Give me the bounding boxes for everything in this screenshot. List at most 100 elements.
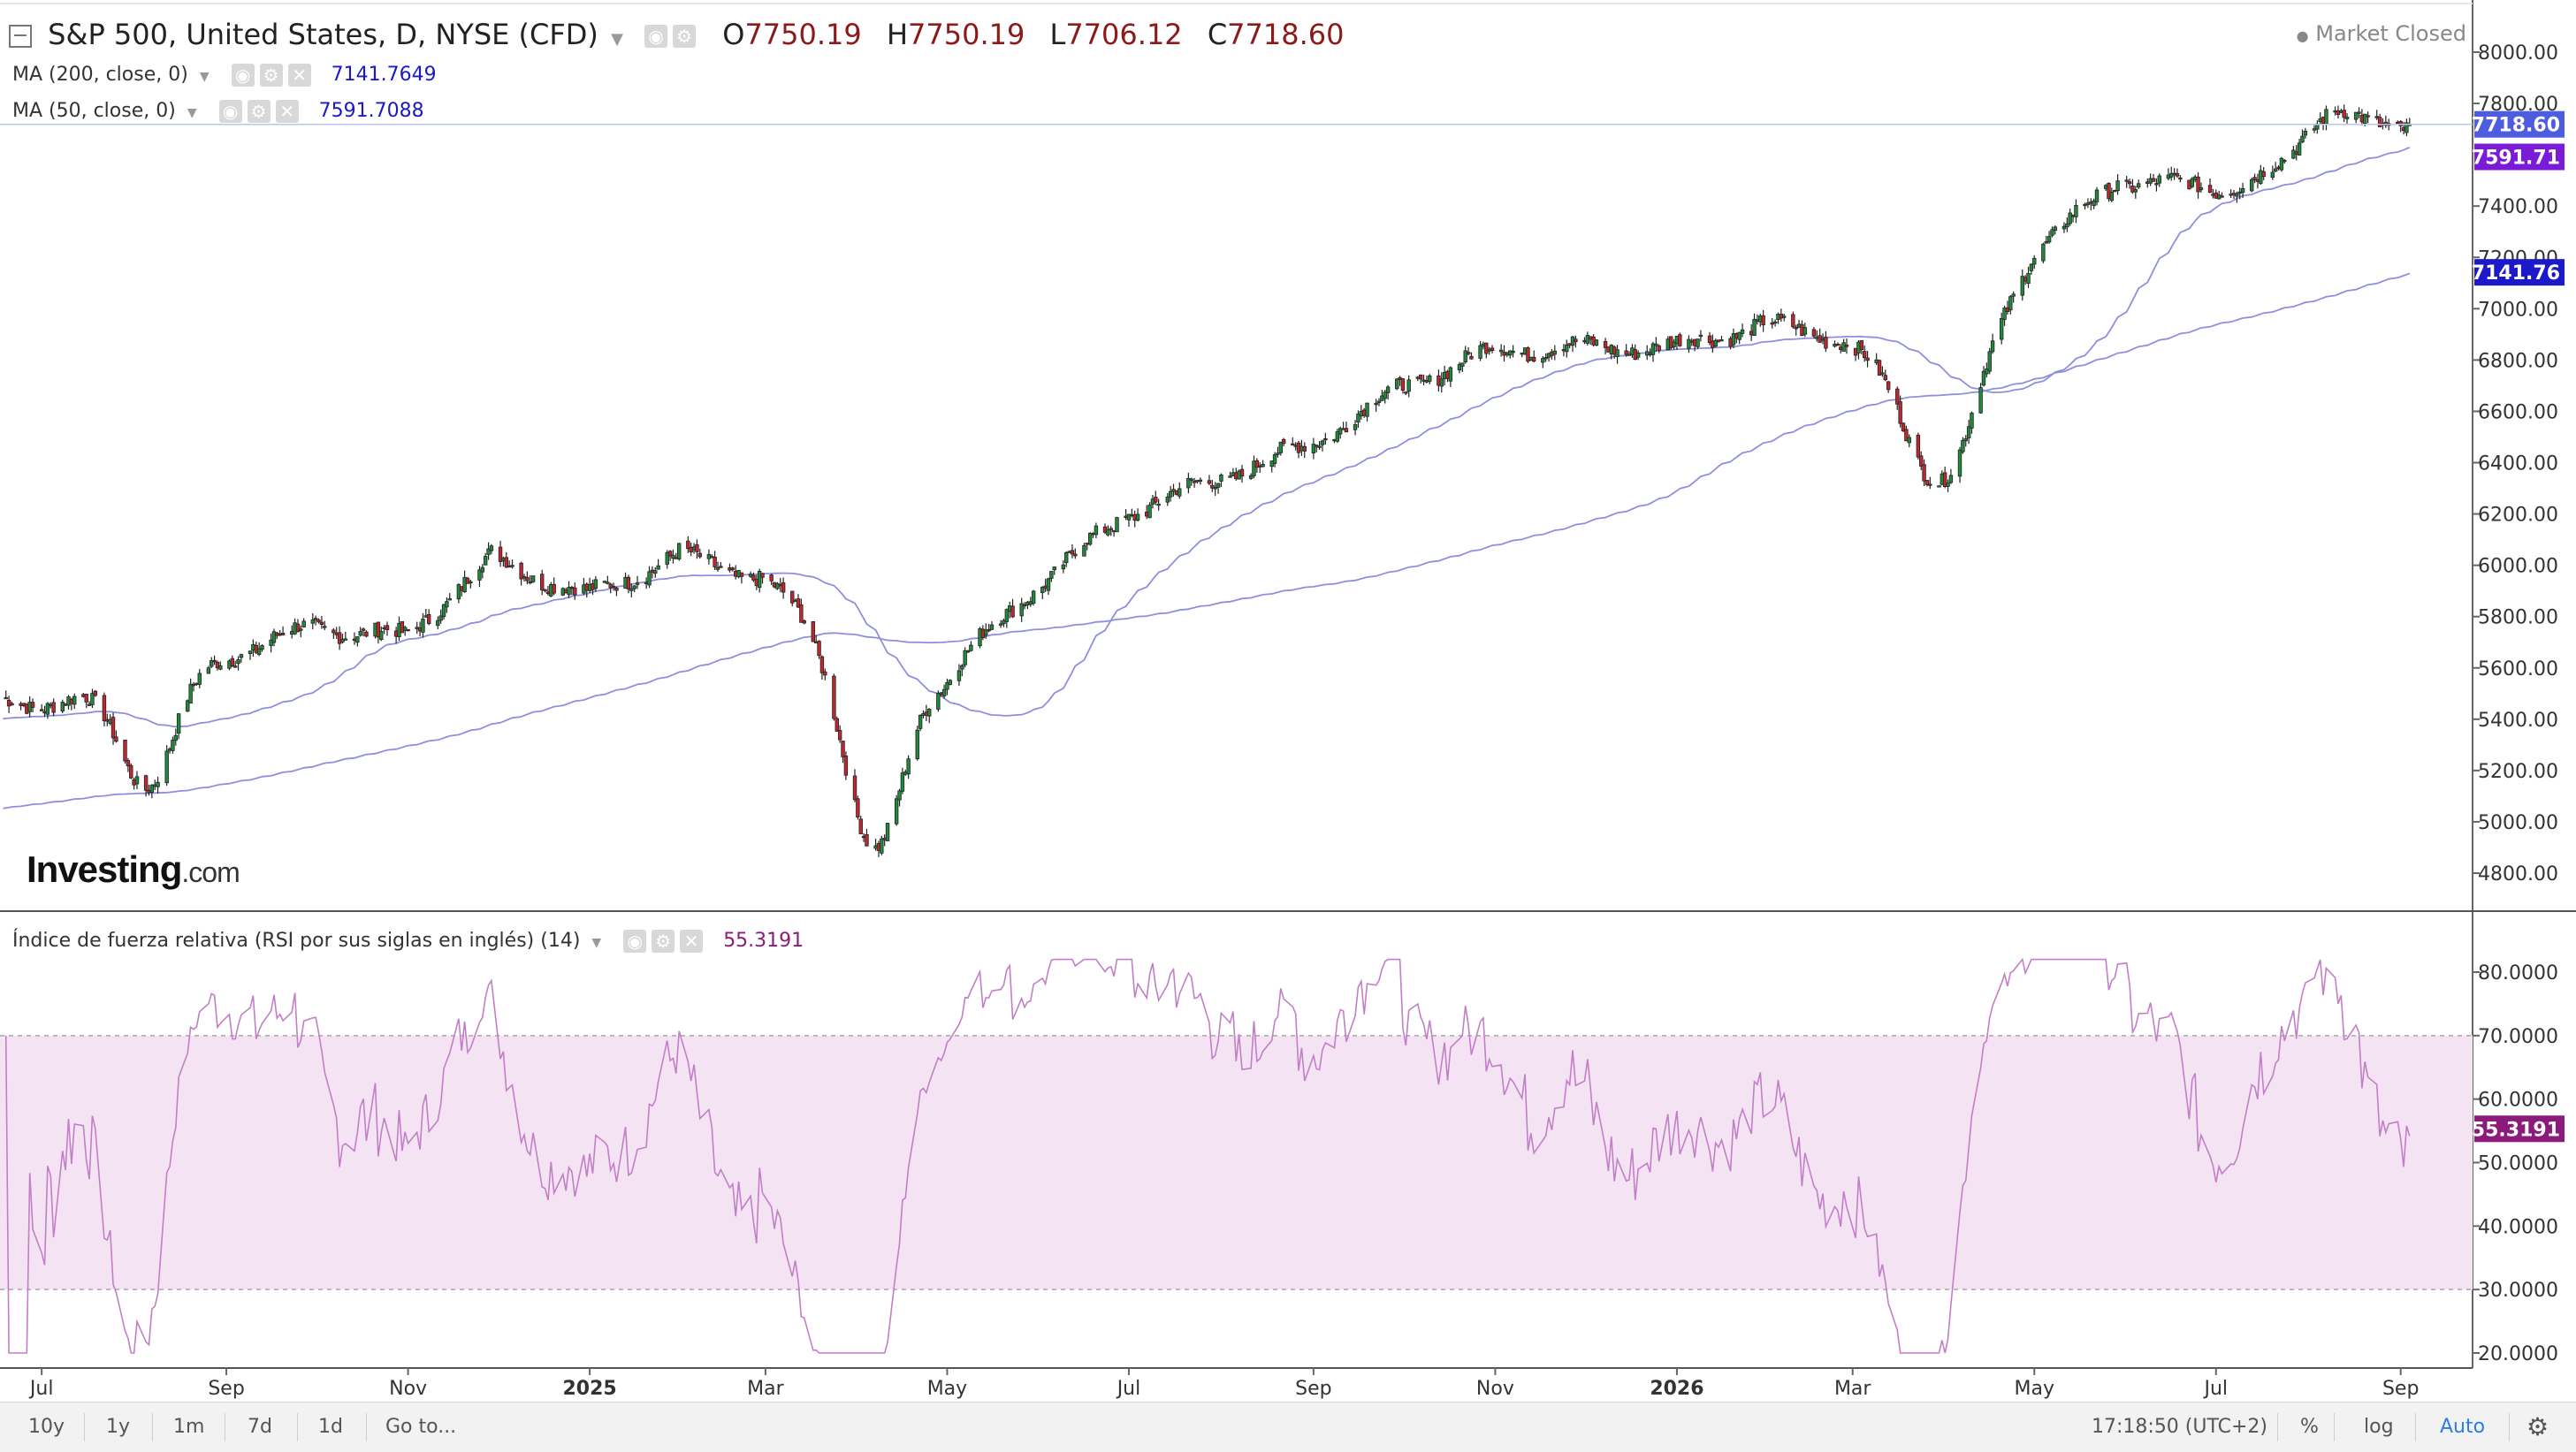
candle-body — [2109, 192, 2115, 201]
candle-body — [1835, 343, 1841, 346]
candle-body — [1498, 349, 1504, 353]
range-7d-button[interactable]: 7d — [248, 1416, 272, 1438]
range-1y-button[interactable]: 1y — [106, 1416, 131, 1438]
collapse-icon[interactable] — [9, 25, 32, 48]
eye-icon[interactable]: ◉ — [218, 100, 242, 123]
candle-body — [1657, 345, 1661, 351]
ma50-badge-label: 7591.71 — [2472, 148, 2560, 170]
candle-body — [835, 718, 839, 732]
candle-body — [301, 620, 306, 627]
candle-body — [484, 556, 488, 566]
candle-body — [1061, 564, 1066, 570]
candle-body — [960, 665, 964, 670]
chevron-down-icon[interactable]: ▼ — [591, 936, 602, 950]
candle-body — [1463, 350, 1467, 363]
candle-body — [1070, 550, 1075, 555]
candle-body — [1261, 463, 1265, 468]
candle-body — [1898, 401, 1902, 424]
candle-body — [358, 631, 362, 636]
candle-body — [1970, 412, 1974, 429]
candle-body — [1165, 497, 1170, 503]
clock-timezone[interactable]: 17:18:50 (UTC+2) — [2092, 1416, 2268, 1438]
candle-body — [1338, 428, 1343, 435]
close-icon[interactable]: ✕ — [287, 64, 311, 87]
divider — [84, 1413, 85, 1441]
candle-body — [129, 764, 133, 779]
candle-body — [543, 589, 547, 591]
candle-body — [1311, 444, 1316, 454]
time-tick-label: Nov — [1476, 1378, 1514, 1400]
candle-body — [1511, 351, 1515, 353]
candle-body — [2085, 202, 2091, 205]
candle-body — [1859, 339, 1864, 351]
time-tick-label: Mar — [1834, 1378, 1871, 1400]
symbol-title[interactable]: S&P 500, United States, D, NYSE (CFD) — [48, 18, 598, 51]
candle-body — [760, 573, 765, 578]
candle-body — [989, 624, 995, 630]
divider — [2509, 1413, 2510, 1441]
candle-body — [790, 590, 795, 604]
candle-body — [2178, 177, 2183, 180]
gear-icon[interactable]: ⚙ — [2526, 1412, 2549, 1441]
candle-body — [1707, 335, 1712, 344]
candle-body — [1335, 431, 1340, 442]
close-icon[interactable]: ✕ — [680, 930, 704, 953]
candle-body — [486, 548, 491, 555]
bottom-toolbar: 10y 1y 1m 7d 1d Go to... 17:18:50 (UTC+2… — [0, 1402, 2576, 1452]
candle-body — [1031, 590, 1036, 604]
eye-icon[interactable]: ◉ — [623, 930, 647, 953]
candle-body — [1400, 378, 1406, 392]
price-tick-label: 6200.00 — [2478, 505, 2558, 527]
candle-body — [1698, 334, 1703, 338]
candle-body — [1010, 605, 1015, 618]
eye-icon[interactable]: ◉ — [231, 64, 255, 87]
candle-body — [1603, 340, 1608, 348]
gear-icon[interactable]: ⚙ — [652, 930, 675, 953]
chevron-down-icon[interactable]: ▼ — [187, 106, 197, 120]
rsi-badge-label: 55.3191 — [2472, 1119, 2560, 1141]
candle-body — [332, 629, 336, 634]
candle-body — [239, 654, 244, 658]
price-tick-label: 6800.00 — [2478, 350, 2558, 372]
chevron-down-icon[interactable]: ▼ — [199, 70, 210, 84]
candle-body — [677, 543, 682, 559]
candle-body — [2157, 175, 2161, 184]
chevron-down-icon[interactable]: ▼ — [611, 30, 623, 49]
candle-body — [1395, 378, 1399, 390]
candle-body — [316, 620, 321, 623]
candle-body — [1428, 375, 1432, 382]
range-1m-button[interactable]: 1m — [173, 1416, 205, 1438]
price-tick-label: 7000.00 — [2478, 299, 2558, 321]
candle-body — [403, 627, 408, 631]
price-chart[interactable]: 8000.007800.007400.007200.007000.006800.… — [0, 0, 2576, 1402]
auto-scale-toggle[interactable]: Auto — [2440, 1416, 2486, 1438]
candle-body — [941, 688, 947, 696]
candle-body — [900, 772, 905, 792]
percent-scale-toggle[interactable]: % — [2300, 1416, 2319, 1438]
chart-header: S&P 500, United States, D, NYSE (CFD) ▼ … — [9, 18, 1345, 51]
eye-icon[interactable]: ◉ — [644, 25, 668, 48]
goto-button[interactable]: Go to... — [385, 1416, 457, 1438]
candle-body — [313, 618, 318, 620]
candle-body — [1126, 513, 1132, 521]
candle-body — [927, 709, 932, 717]
range-10y-button[interactable]: 10y — [28, 1416, 65, 1438]
range-1d-button[interactable]: 1d — [318, 1416, 343, 1438]
candle-body — [218, 665, 223, 670]
gear-icon[interactable]: ⚙ — [247, 100, 271, 123]
candle-body — [2011, 293, 2016, 297]
candle-body — [39, 709, 44, 711]
close-icon[interactable]: ✕ — [275, 100, 299, 123]
gear-icon[interactable]: ⚙ — [673, 25, 697, 48]
candle-body — [653, 570, 658, 574]
candle-body — [1740, 329, 1745, 334]
gear-icon[interactable]: ⚙ — [259, 64, 283, 87]
log-scale-toggle[interactable]: log — [2364, 1416, 2394, 1438]
candle-body — [2029, 263, 2034, 271]
candle-body — [614, 588, 619, 591]
candle-body — [948, 680, 953, 685]
candle-body — [2127, 181, 2132, 185]
time-tick-label: Sep — [1295, 1378, 1331, 1400]
candle-body — [1672, 341, 1676, 347]
candle-body — [1678, 334, 1682, 346]
